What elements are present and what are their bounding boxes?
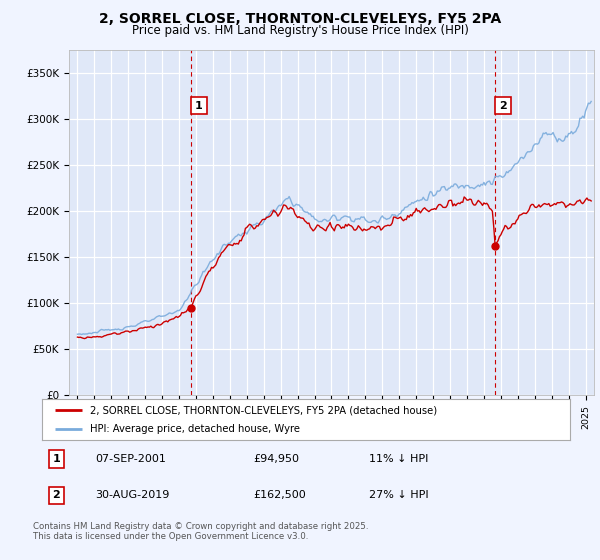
Text: 2, SORREL CLOSE, THORNTON-CLEVELEYS, FY5 2PA: 2, SORREL CLOSE, THORNTON-CLEVELEYS, FY5… bbox=[99, 12, 501, 26]
Text: 2: 2 bbox=[499, 100, 507, 110]
Text: Price paid vs. HM Land Registry's House Price Index (HPI): Price paid vs. HM Land Registry's House … bbox=[131, 24, 469, 36]
Text: 11% ↓ HPI: 11% ↓ HPI bbox=[370, 454, 429, 464]
Text: 30-AUG-2019: 30-AUG-2019 bbox=[95, 491, 169, 500]
Text: Contains HM Land Registry data © Crown copyright and database right 2025.
This d: Contains HM Land Registry data © Crown c… bbox=[33, 522, 368, 542]
Text: 1: 1 bbox=[53, 454, 61, 464]
Text: HPI: Average price, detached house, Wyre: HPI: Average price, detached house, Wyre bbox=[89, 424, 299, 433]
Text: £94,950: £94,950 bbox=[253, 454, 299, 464]
Text: 27% ↓ HPI: 27% ↓ HPI bbox=[370, 491, 429, 500]
Text: 07-SEP-2001: 07-SEP-2001 bbox=[95, 454, 166, 464]
Text: 2: 2 bbox=[53, 491, 61, 500]
Text: 1: 1 bbox=[195, 100, 203, 110]
Text: 2, SORREL CLOSE, THORNTON-CLEVELEYS, FY5 2PA (detached house): 2, SORREL CLOSE, THORNTON-CLEVELEYS, FY5… bbox=[89, 405, 437, 415]
Text: £162,500: £162,500 bbox=[253, 491, 306, 500]
